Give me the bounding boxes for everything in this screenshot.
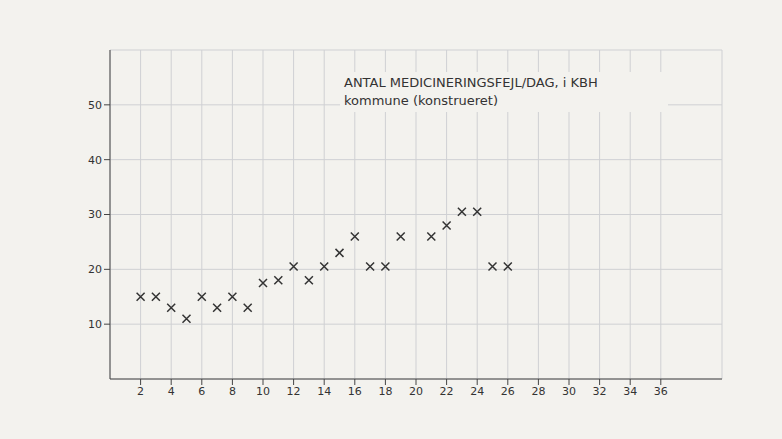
svg-text:26: 26 (501, 385, 515, 398)
svg-text:2: 2 (137, 385, 144, 398)
svg-text:8: 8 (229, 385, 236, 398)
svg-text:12: 12 (287, 385, 301, 398)
svg-text:28: 28 (531, 385, 545, 398)
svg-text:34: 34 (623, 385, 637, 398)
svg-text:20: 20 (88, 263, 102, 276)
svg-text:22: 22 (440, 385, 454, 398)
svg-text:30: 30 (88, 208, 102, 221)
svg-text:10: 10 (256, 385, 270, 398)
svg-text:36: 36 (654, 385, 668, 398)
html-text:ANTAL MEDICINERINGSFEJL/DAG, i: ANTAL MEDICINERINGSFEJL/DAG, i KBH kommu… (344, 75, 598, 108)
svg-text:18: 18 (378, 385, 392, 398)
svg-text:4: 4 (168, 385, 175, 398)
svg-text:14: 14 (317, 385, 331, 398)
svg-text:40: 40 (88, 154, 102, 167)
svg-text:6: 6 (198, 385, 205, 398)
svg-text:24: 24 (470, 385, 484, 398)
svg-text:16: 16 (348, 385, 362, 398)
svg-text:20: 20 (409, 385, 423, 398)
svg-text:32: 32 (593, 385, 607, 398)
svg-text:10: 10 (88, 318, 102, 331)
svg-text:30: 30 (562, 385, 576, 398)
svg-text:50: 50 (88, 99, 102, 112)
